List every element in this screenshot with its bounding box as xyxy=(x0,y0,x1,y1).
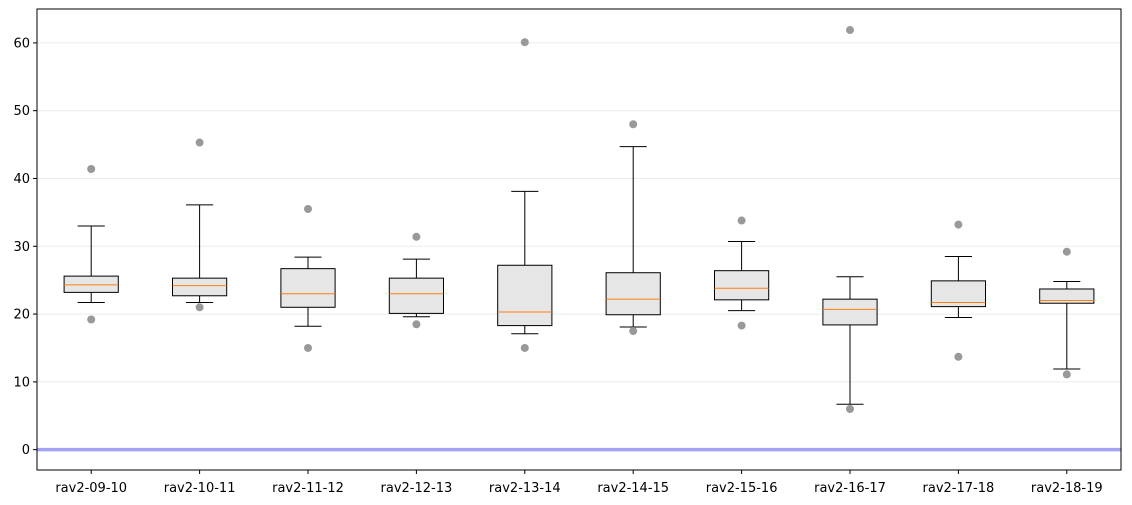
x-tick-label: rav2-15-16 xyxy=(706,481,778,496)
plot-frame xyxy=(36,8,1122,471)
outlier-point xyxy=(954,352,963,361)
x-tick-label: rav2-18-19 xyxy=(1031,481,1103,496)
outlier-point xyxy=(304,343,312,352)
outlier-point xyxy=(1062,370,1071,379)
outlier-point xyxy=(304,204,312,213)
box-iqr xyxy=(63,275,119,293)
box-rav2-12-13 xyxy=(388,232,444,329)
box-iqr xyxy=(714,270,770,301)
outlier-point xyxy=(87,164,96,173)
outlier-point xyxy=(846,26,854,35)
outlier-point xyxy=(195,138,204,147)
box-series xyxy=(63,26,1095,413)
box-iqr xyxy=(497,264,553,327)
outlier-point xyxy=(737,216,746,225)
box-rav2-13-14 xyxy=(497,38,553,352)
x-tick-label: rav2-16-17 xyxy=(814,481,886,496)
outlier-point xyxy=(629,327,638,336)
box-rav2-16-17 xyxy=(822,26,878,413)
outlier-point xyxy=(195,303,204,312)
box-rav2-18-19 xyxy=(1039,247,1095,379)
box-rav2-17-18 xyxy=(930,220,986,361)
x-tick-label: rav2-13-14 xyxy=(489,481,561,496)
y-tick-label: 60 xyxy=(13,36,30,51)
outlier-point xyxy=(629,120,638,129)
y-tick-label: 20 xyxy=(13,308,30,323)
x-tick-label: rav2-17-18 xyxy=(923,481,995,496)
outlier-point xyxy=(412,320,421,329)
y-tick-label: 10 xyxy=(13,375,30,390)
outlier-point xyxy=(846,404,854,413)
box-rav2-09-10 xyxy=(63,164,119,324)
outlier-point xyxy=(87,315,96,324)
outlier-point xyxy=(520,38,529,47)
box-iqr xyxy=(172,277,228,297)
outlier-point xyxy=(520,343,529,352)
axes: 0 10 20 30 40 50 60 rav2-09-10 rav2-10-11 rav2-11… xyxy=(13,36,1102,496)
box-rav2-15-16 xyxy=(714,216,770,330)
x-tick-label: rav2-14-15 xyxy=(597,481,669,496)
x-tick-label: rav2-10-11 xyxy=(164,481,236,496)
box-iqr xyxy=(822,298,878,326)
grid-lines xyxy=(37,42,1121,383)
box-iqr xyxy=(388,277,444,314)
box-iqr xyxy=(280,268,336,308)
outlier-point xyxy=(737,321,746,330)
outlier-point xyxy=(412,232,421,241)
box-rav2-10-11 xyxy=(172,138,228,312)
outlier-point xyxy=(954,220,963,229)
box-iqr xyxy=(605,272,661,316)
box-rav2-11-12 xyxy=(280,204,336,352)
y-tick-label: 50 xyxy=(13,104,30,119)
y-tick-label: 30 xyxy=(13,240,30,255)
box-iqr xyxy=(1039,288,1095,304)
outlier-point xyxy=(1062,247,1071,256)
x-tick-label: rav2-11-12 xyxy=(272,481,344,496)
y-tick-label: 0 xyxy=(22,443,30,458)
y-tick-label: 40 xyxy=(13,172,30,187)
x-tick-label: rav2-12-13 xyxy=(381,481,453,496)
box-rav2-14-15 xyxy=(605,120,661,336)
x-tick-label: rav2-09-10 xyxy=(55,481,127,496)
